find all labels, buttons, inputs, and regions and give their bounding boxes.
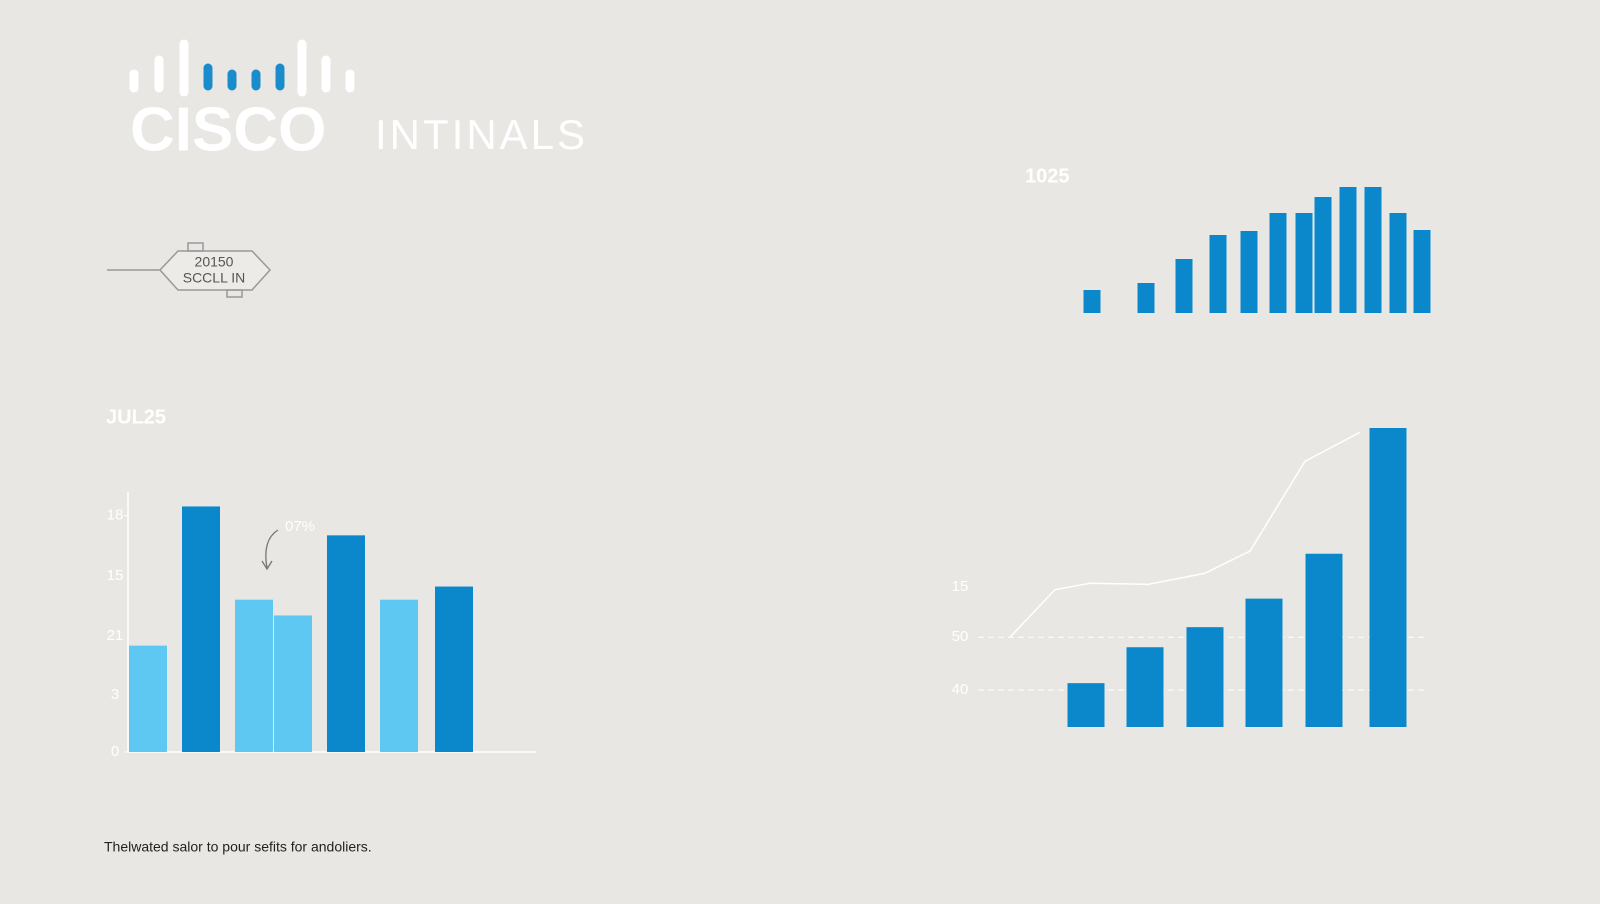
bar (1314, 197, 1332, 313)
chart-title: 1025 (1025, 165, 1070, 187)
logo-mark (129, 39, 355, 97)
bar (1067, 683, 1105, 727)
bar (1137, 283, 1155, 313)
y-tick-label: 15 (952, 578, 969, 595)
y-tick-label: 18 (107, 507, 124, 524)
trend-line (1009, 431, 1361, 638)
logo-text: CISCO (130, 95, 326, 164)
annotation: 07% (285, 518, 315, 535)
chart-title: JUL25 (106, 406, 166, 428)
y-tick-label: 50 (952, 628, 969, 645)
bar (1339, 187, 1357, 313)
bar (1305, 553, 1343, 727)
annotation-arrow (261, 529, 279, 571)
bar (1389, 213, 1407, 313)
bar (274, 615, 312, 752)
badge (107, 242, 272, 298)
bar (1245, 598, 1283, 727)
bar (1269, 213, 1287, 313)
footer-text: Thelwated salor to pour sefits for andol… (104, 839, 372, 855)
bar (1126, 647, 1164, 727)
bar (380, 599, 418, 752)
bar (327, 535, 365, 752)
bar (1209, 235, 1227, 313)
bar (1083, 290, 1101, 313)
bar (1240, 231, 1258, 313)
bar (1295, 213, 1313, 313)
badge-line: 20150 (195, 254, 234, 270)
y-tick-label: 0 (111, 743, 119, 760)
bar (435, 586, 473, 752)
bar (235, 599, 273, 752)
badge-line: SCCLL IN (183, 270, 246, 286)
bar (182, 506, 220, 752)
y-tick-label: 15 (107, 567, 124, 584)
page-title: INTINALS (375, 111, 588, 158)
y-tick-label: 21 (107, 627, 124, 644)
bar (1364, 187, 1382, 313)
y-tick-label: 40 (952, 681, 969, 698)
bar (129, 645, 167, 752)
bar (1369, 428, 1407, 727)
bar (1413, 230, 1431, 313)
bar (1175, 259, 1193, 313)
y-tick-label: 3 (111, 686, 119, 703)
bar (1186, 627, 1224, 727)
